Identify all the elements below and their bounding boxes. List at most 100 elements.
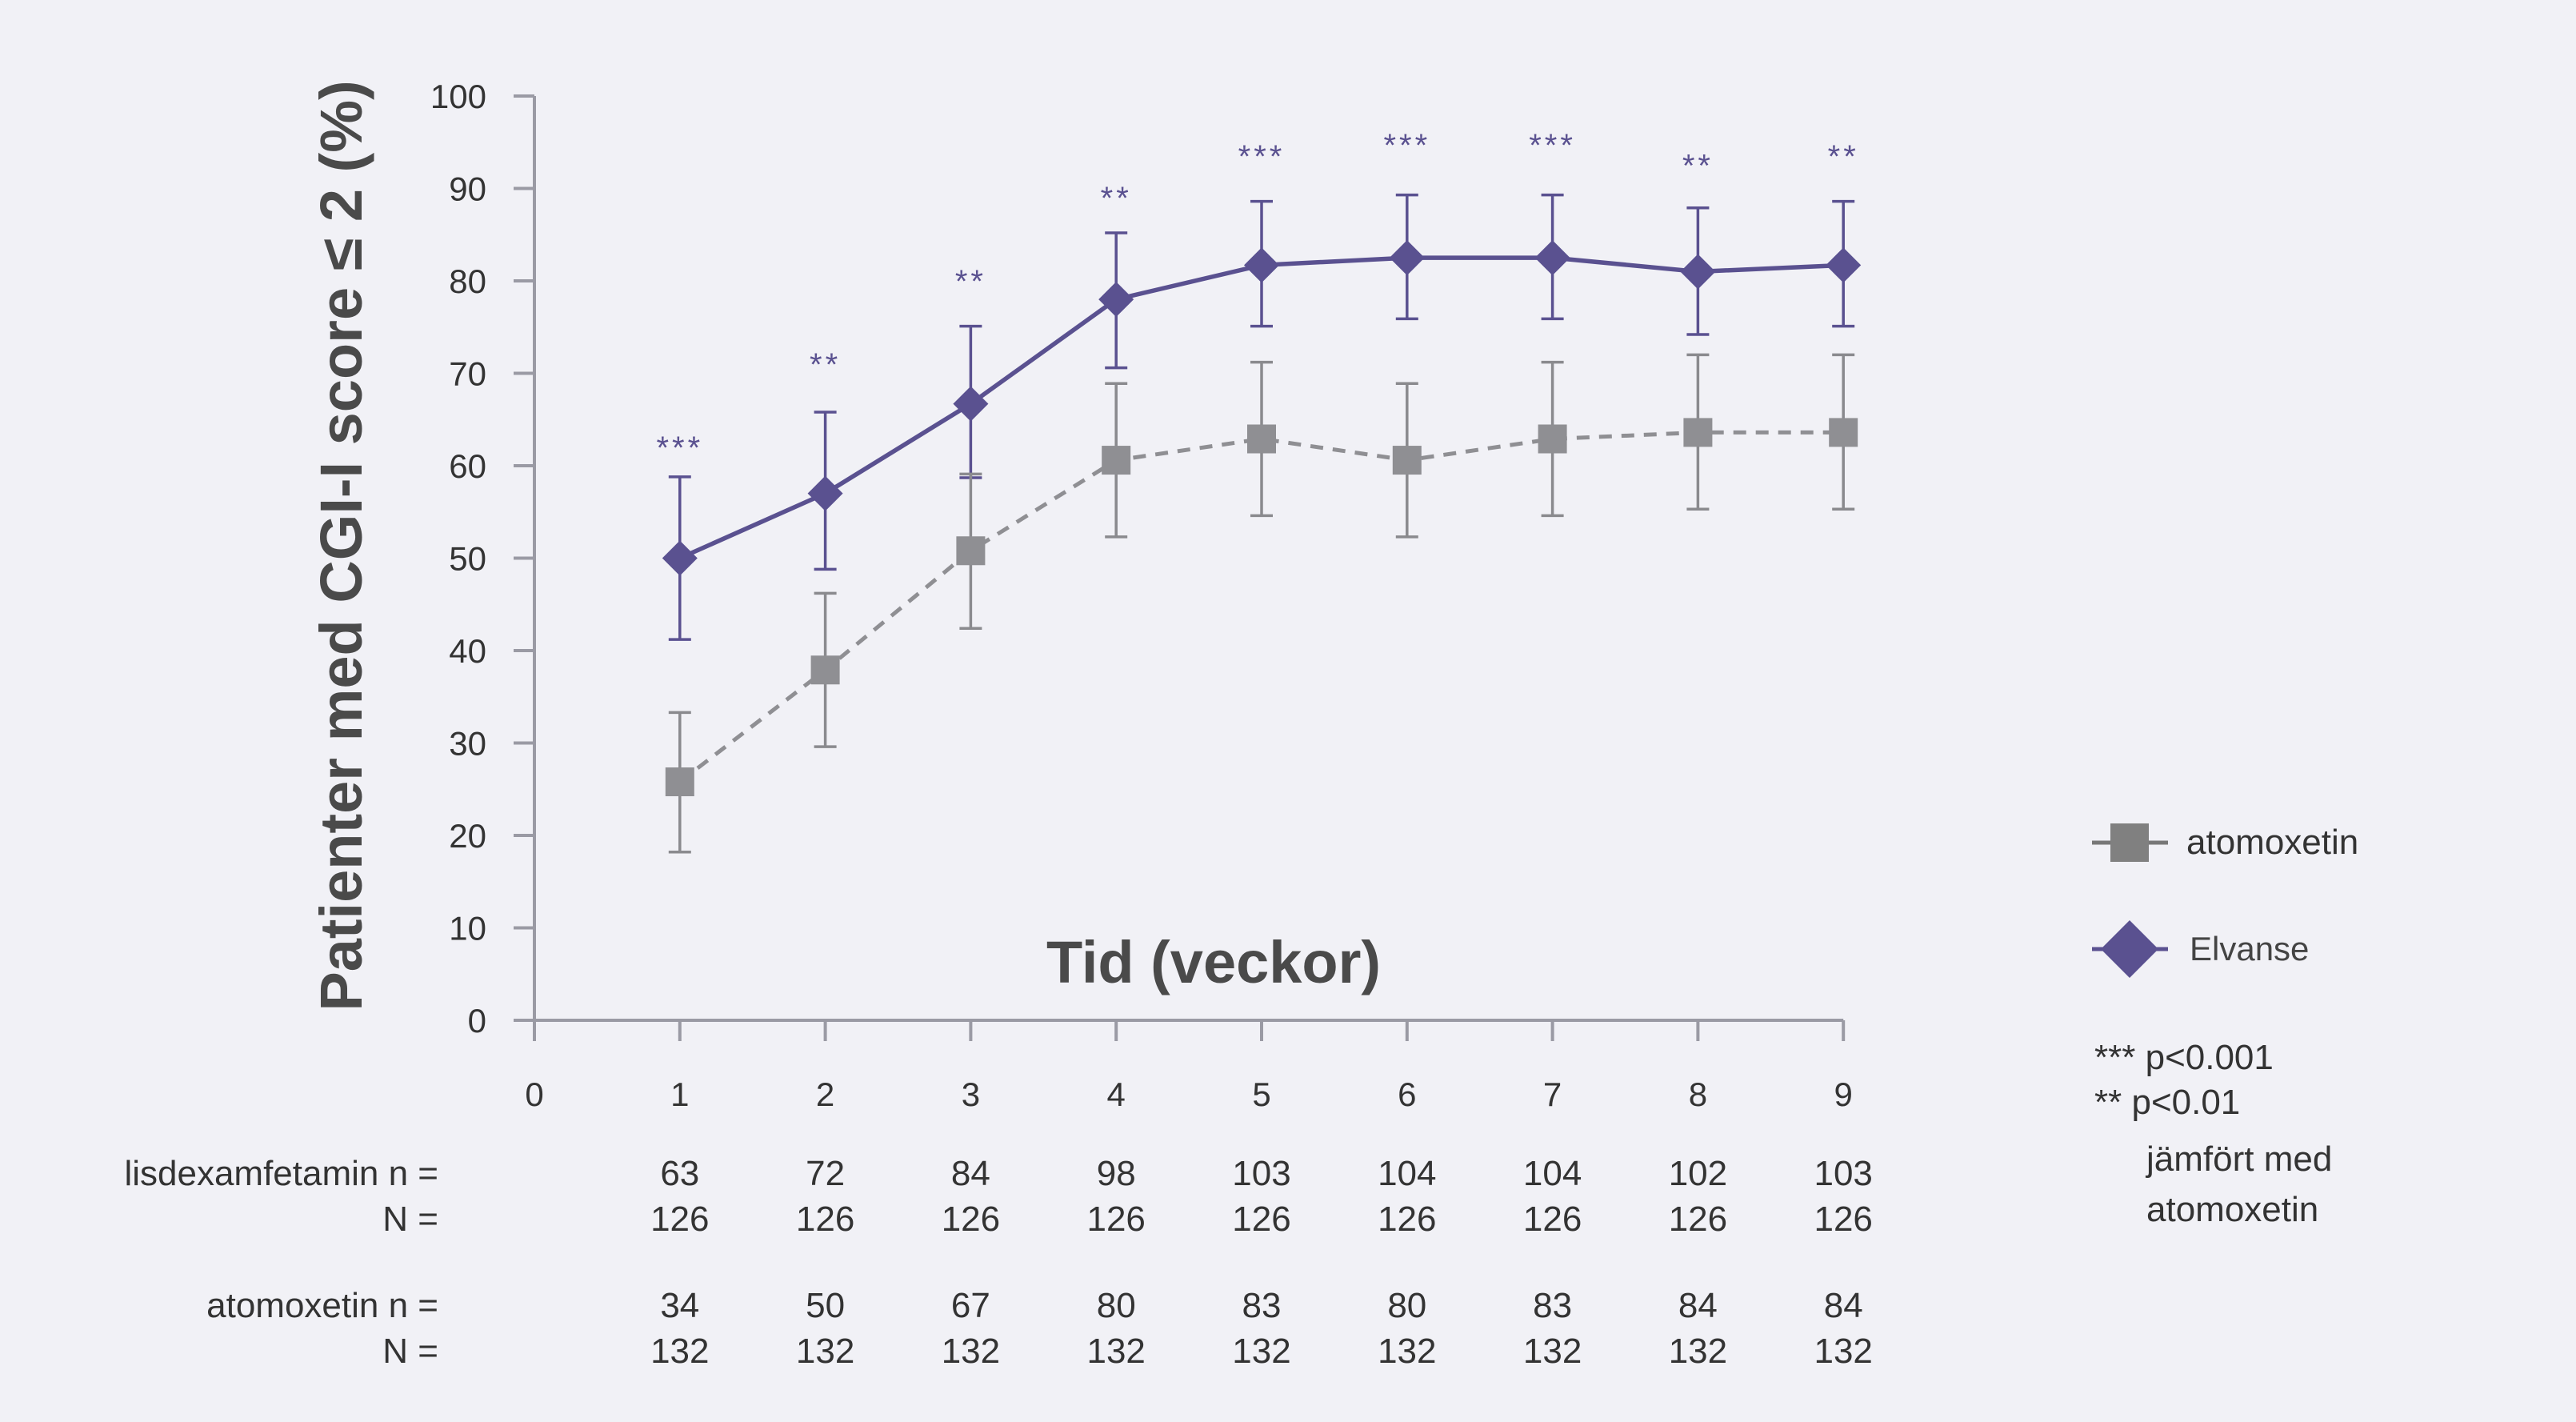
significance-label: *** [656,431,703,466]
significance-label: ** [810,347,841,383]
y-tick-label: 10 [449,910,486,947]
n-value: 34 [660,1286,699,1325]
significance-label: *** [1529,128,1576,163]
y-tick-label: 50 [449,540,486,578]
data-point-elvanse [1826,247,1862,283]
n-value: 126 [1523,1200,1582,1239]
x-tick-label: 7 [1543,1076,1562,1113]
n-value: 132 [796,1332,854,1371]
n-value: 132 [1086,1332,1145,1371]
note-compared-with: jämfört med [2145,1140,2332,1179]
n-value: 103 [1232,1154,1290,1193]
n-value: 132 [650,1332,709,1371]
n-value: 50 [806,1286,845,1325]
significance-label: ** [1828,139,1859,174]
x-tick-label: 5 [1252,1076,1270,1113]
n-row-label: atomoxetin n = [206,1286,438,1325]
n-value: 84 [951,1154,990,1193]
n-value: 83 [1242,1286,1282,1325]
significance-label: ** [955,264,986,299]
n-value: 67 [951,1286,990,1325]
n-value: 132 [1378,1332,1436,1371]
n-value: 84 [1678,1286,1718,1325]
n-value: 72 [806,1154,845,1193]
n-value: 126 [942,1200,1000,1239]
n-value: 98 [1097,1154,1136,1193]
note-p001: *** p<0.001 [2094,1038,2274,1077]
note-p01: ** p<0.01 [2094,1083,2240,1122]
n-value: 80 [1387,1286,1426,1325]
data-point-elvanse [1534,240,1570,276]
n-row-label: lisdexamfetamin n = [124,1154,438,1193]
series-lines [678,255,1844,783]
n-row-label: N = [382,1200,438,1239]
x-tick-label: 3 [962,1076,980,1113]
n-value: 132 [942,1332,1000,1371]
y-tick-label: 40 [449,632,486,670]
data-point-elvanse [1098,282,1134,318]
y-tick-label: 20 [449,817,486,855]
data-point-elvanse [1389,240,1425,276]
significance-labels: ************ *** ***** ** [656,128,1859,466]
n-value: 132 [1814,1332,1872,1371]
n-value: 126 [796,1200,854,1239]
n-value: 126 [1669,1200,1727,1239]
y-axis-title: Patienter med CGI-I score ≤ 2 (%) [308,80,374,1011]
data-point-elvanse [807,475,843,511]
y-tick-label: 60 [449,447,486,485]
n-value: 132 [1232,1332,1290,1371]
axes: 0 10 20 30 40 50 60 70 80 90 100 0 1 2 3 4 5 6 7 8 9 [430,78,1853,1113]
n-value: 104 [1523,1154,1582,1193]
data-point-elvanse [662,540,698,576]
data-point-atomoxetin [1829,418,1858,447]
data-point-atomoxetin [1247,424,1276,454]
y-tick-label: 80 [449,262,486,300]
series-line-atomoxetin [678,430,1844,783]
y-tick-label: 30 [449,725,486,763]
x-tick-label: 6 [1398,1076,1416,1113]
n-row-label: N = [382,1332,438,1371]
significance-label: *** [1238,139,1286,174]
legend-diamond-icon [2101,920,2158,978]
data-point-elvanse [1244,247,1279,283]
x-tick-label: 4 [1107,1076,1126,1113]
x-tick-label: 1 [670,1076,689,1113]
note-atomoxetin: atomoxetin [2146,1190,2318,1229]
data-point-atomoxetin [1392,446,1422,475]
n-value: 126 [1086,1200,1145,1239]
error-bars [668,193,1855,854]
data-point-atomoxetin [665,767,694,797]
data-point-elvanse [953,386,989,422]
n-table: lisdexamfetamin n = 63 72 84 98 103 104 104 102 1… [124,1154,1872,1371]
n-value: 103 [1814,1154,1872,1193]
n-value: 63 [660,1154,699,1193]
n-value: 126 [1378,1200,1436,1239]
n-value: 126 [1232,1200,1290,1239]
significance-notes: *** p<0.001 ** p<0.01 jämfört med atomox… [2094,1038,2332,1229]
data-point-atomoxetin [1683,418,1713,447]
n-value: 84 [1824,1286,1863,1325]
data-point-atomoxetin [1538,424,1567,454]
legend-label-elvanse: Elvanse [2190,930,2309,967]
significance-label: *** [1383,128,1430,163]
x-tick-label: 9 [1834,1076,1853,1113]
y-tick-label: 70 [449,355,486,393]
legend: atomoxetin Elvanse [2092,823,2358,978]
data-point-atomoxetin [810,655,840,685]
legend-square-icon [2110,823,2149,862]
x-tick-label: 8 [1689,1076,1707,1113]
y-tick-label: 90 [449,170,486,208]
n-value: 132 [1669,1332,1727,1371]
data-point-elvanse [1680,254,1716,290]
significance-label: ** [1101,181,1132,216]
significance-label: ** [1682,149,1714,184]
y-tick-label: 0 [468,1002,486,1039]
x-axis-title: Tid (veckor) [1046,929,1381,995]
data-point-atomoxetin [956,536,986,566]
n-value: 83 [1533,1286,1572,1325]
n-value: 102 [1669,1154,1727,1193]
n-value: 104 [1378,1154,1436,1193]
data-point-atomoxetin [1102,446,1131,475]
